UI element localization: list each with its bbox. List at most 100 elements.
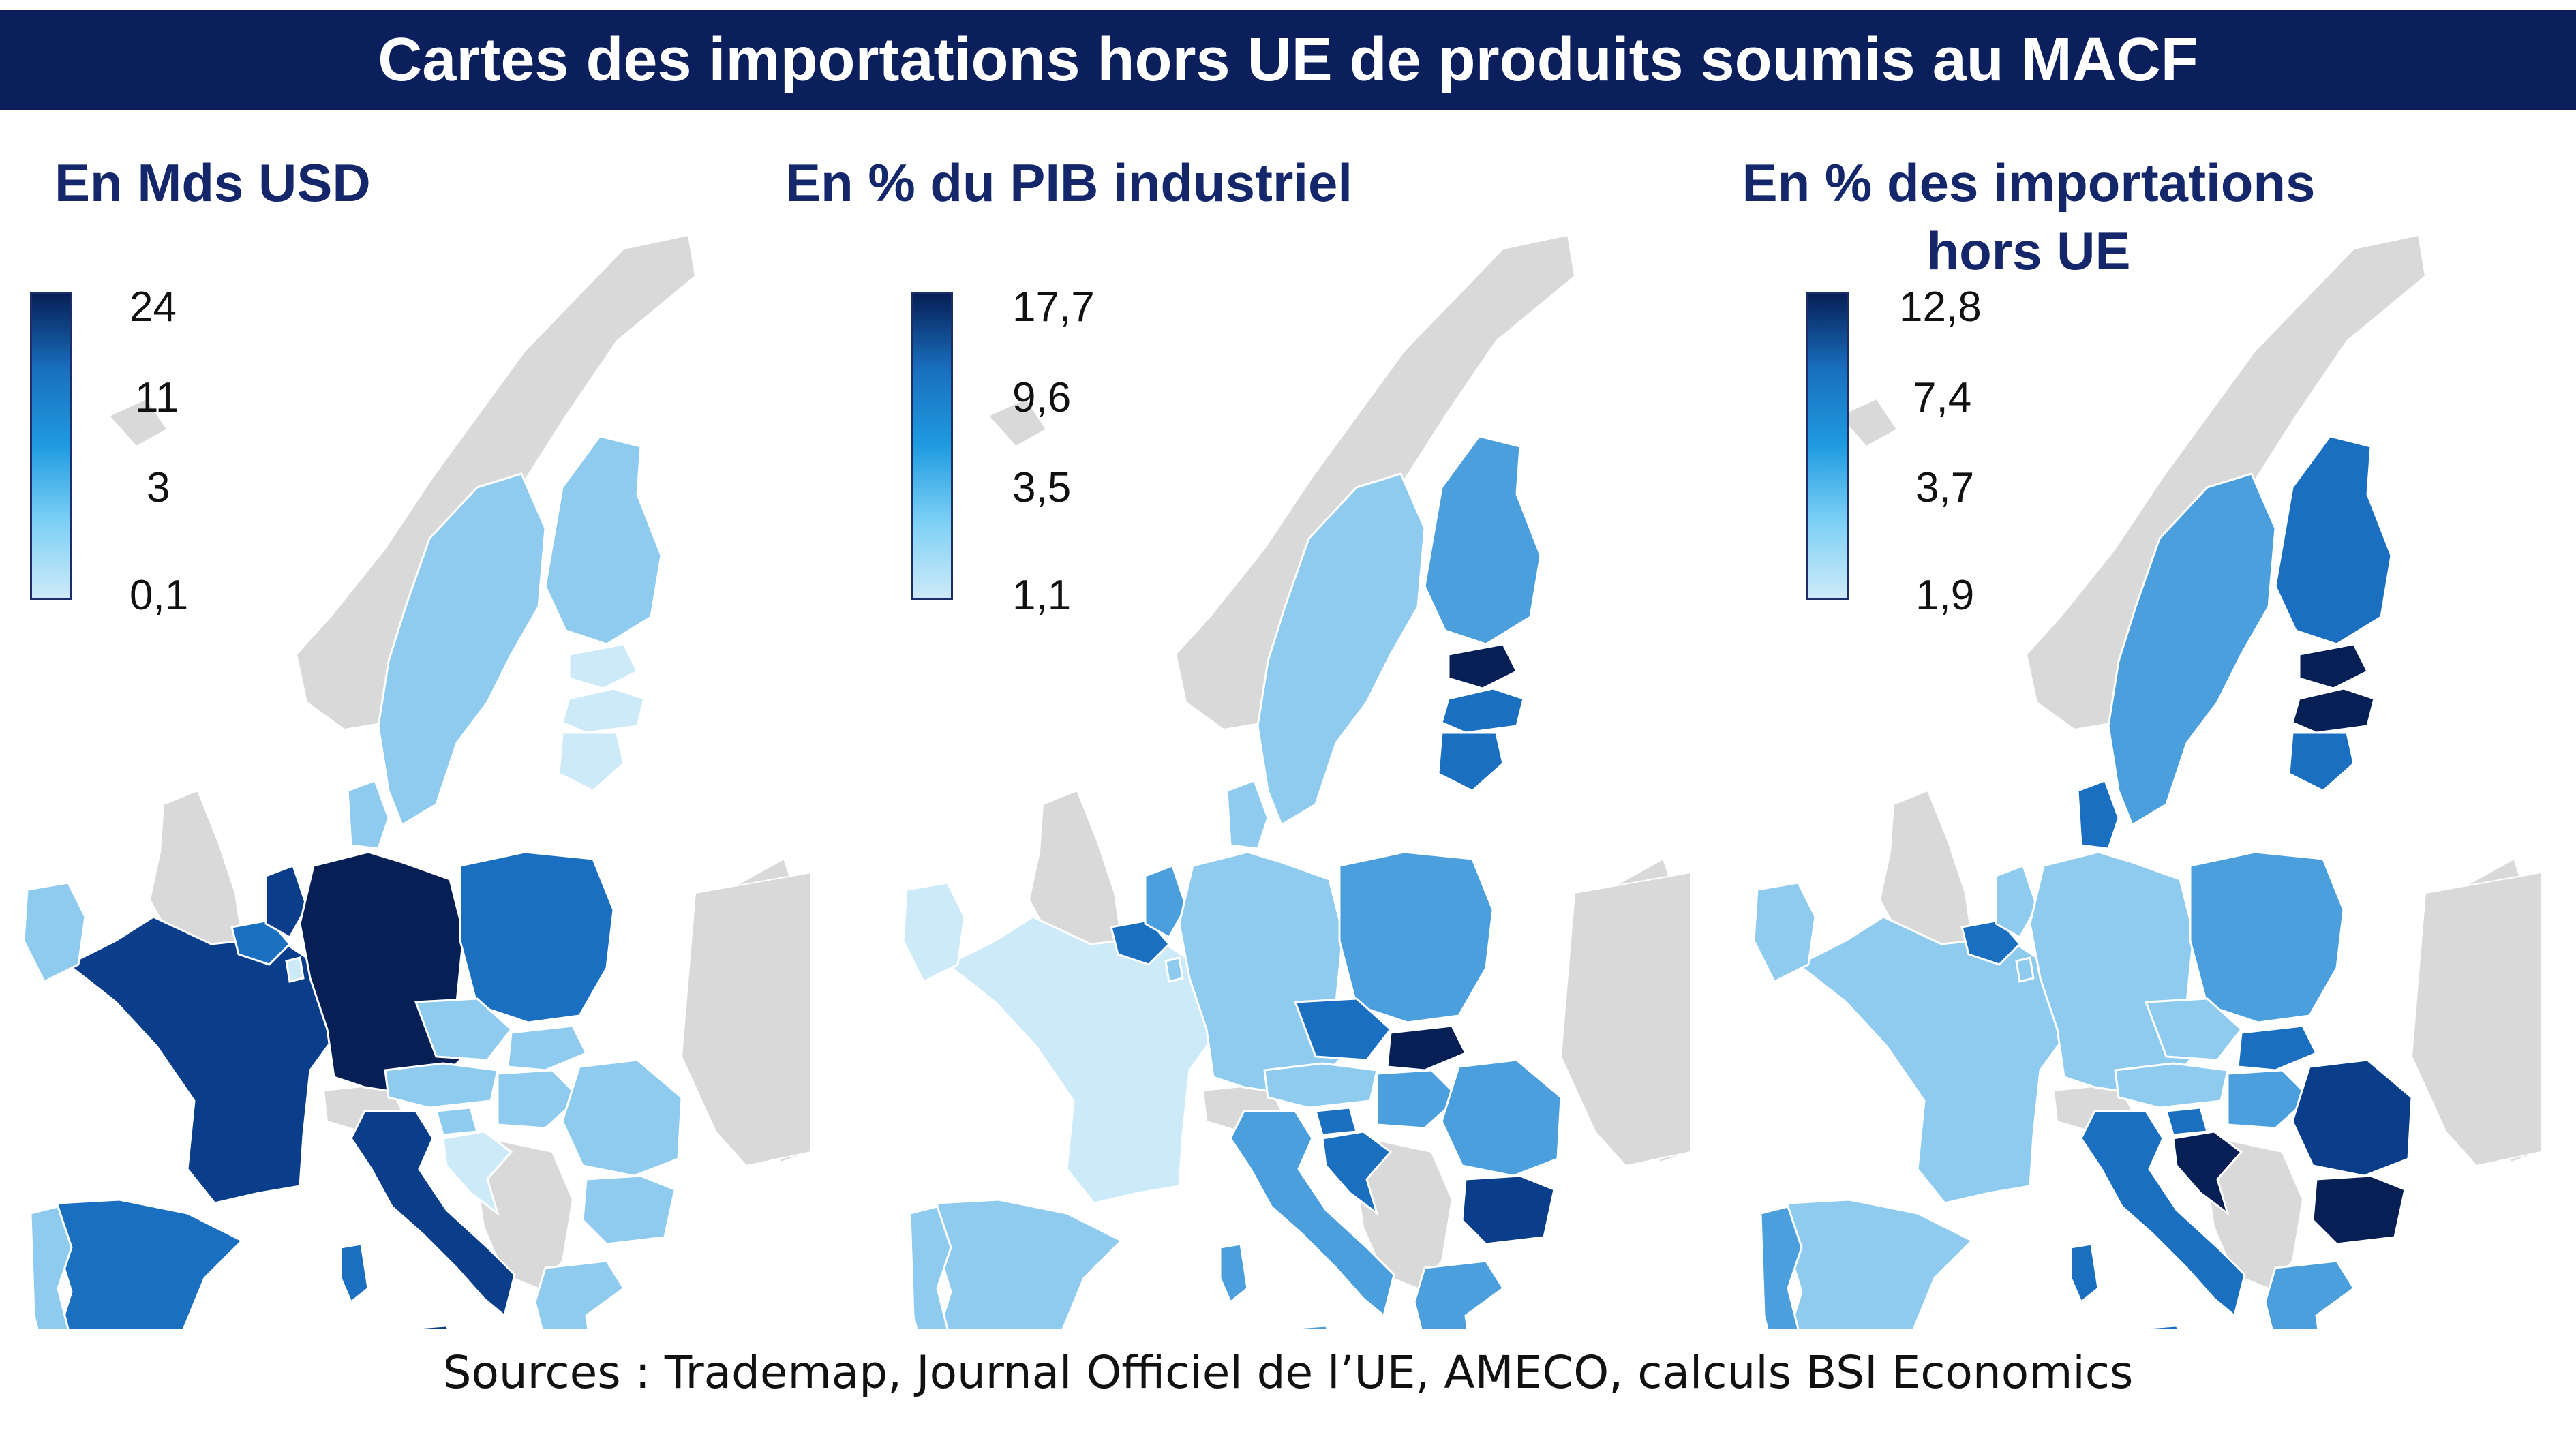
country-dk xyxy=(346,779,390,850)
country-it xyxy=(350,1110,516,1318)
country-lt xyxy=(558,731,625,792)
country-sk xyxy=(2237,1025,2318,1072)
country-bg xyxy=(581,1174,676,1245)
country-pt xyxy=(1759,1205,1803,1329)
country-at xyxy=(1263,1062,1378,1109)
country-hu xyxy=(496,1069,581,1129)
country-sic xyxy=(2126,1324,2180,1329)
country-pl xyxy=(459,851,615,1024)
country-se xyxy=(1256,472,1426,827)
country-cz xyxy=(2144,997,2243,1061)
country-si xyxy=(435,1106,479,1136)
title-banner: Cartes des importations hors UE de produ… xyxy=(0,10,2576,110)
country-hr xyxy=(2172,1130,2243,1216)
country-cz xyxy=(414,997,513,1061)
country-pl xyxy=(1338,851,1494,1024)
legend-tick-high: 9,6 xyxy=(1012,374,1072,421)
country-nl xyxy=(1144,864,1187,939)
country-se xyxy=(377,472,547,827)
country-it xyxy=(2080,1110,2246,1318)
non-eu-region-east xyxy=(680,871,812,1167)
country-bg xyxy=(1461,1174,1556,1245)
legend-tick-mid: 3 xyxy=(147,464,170,511)
non-eu-region-east xyxy=(1560,871,1691,1167)
country-hu xyxy=(1376,1069,1461,1129)
panel-heading: En % des importations hors UE xyxy=(1742,153,2316,281)
europe-map xyxy=(1753,234,2542,1329)
legend-tick-high: 11 xyxy=(135,374,179,421)
panel-heading: En Mds USD xyxy=(55,153,371,213)
country-lv xyxy=(2291,687,2376,734)
non-eu-region-ice xyxy=(108,397,168,448)
country-se xyxy=(2107,472,2277,827)
map-panel-importations-hors-ue: En % des importations hors UE 12,8 7,4 3… xyxy=(1737,116,2575,1329)
country-dk xyxy=(2076,779,2120,850)
country-at xyxy=(2114,1062,2229,1109)
country-hr xyxy=(442,1130,513,1216)
country-dk xyxy=(1226,779,1269,850)
country-be xyxy=(1110,919,1171,966)
legend-tick-min: 1,9 xyxy=(1915,572,1975,619)
country-sic xyxy=(396,1324,450,1329)
country-lv xyxy=(1440,687,1525,734)
country-be xyxy=(230,919,292,966)
country-cz xyxy=(1293,997,1393,1061)
country-ee xyxy=(1447,643,1519,690)
legend-tick-mid: 3,5 xyxy=(1012,464,1072,511)
non-eu-region-ice xyxy=(987,397,1048,448)
country-lu xyxy=(1164,956,1184,983)
country-es xyxy=(57,1198,244,1329)
country-lu xyxy=(285,956,305,983)
country-pt xyxy=(909,1205,952,1329)
non-eu-region-ice xyxy=(1838,397,1898,448)
map-panel-mds-usd: En Mds USD 24 11 3 0,1 xyxy=(7,116,845,1329)
sources-note: Sources : Trademap, Journal Officiel de … xyxy=(442,1346,2134,1399)
country-si xyxy=(1314,1106,1358,1136)
map-panel-pib-industriel: En % du PIB industriel 17,7 9,6 3,5 1,1 xyxy=(785,116,1725,1329)
legend-color-scale xyxy=(911,292,953,600)
country-gr xyxy=(534,1260,626,1329)
country-fi xyxy=(2274,435,2393,646)
non-eu-region-east xyxy=(2410,871,2542,1167)
country-lt xyxy=(2288,731,2355,792)
legend-tick-high: 7,4 xyxy=(1913,374,1972,421)
country-nl xyxy=(1995,864,2038,939)
country-pt xyxy=(29,1205,73,1329)
country-sk xyxy=(506,1025,588,1072)
country-hu xyxy=(2226,1069,2312,1129)
country-gr xyxy=(1413,1260,1505,1329)
legend-color-scale xyxy=(30,292,72,600)
country-sard xyxy=(2070,1243,2100,1304)
legend-tick-max: 24 xyxy=(130,284,177,331)
europe-map xyxy=(902,234,1691,1329)
country-bg xyxy=(2312,1174,2406,1245)
country-hr xyxy=(1321,1130,1393,1216)
country-ie xyxy=(1753,881,1817,984)
country-ee xyxy=(568,643,639,690)
country-fi xyxy=(1423,435,1542,646)
country-pl xyxy=(2189,851,2345,1024)
panel-heading: En % du PIB industriel xyxy=(785,153,1353,213)
country-ro xyxy=(2291,1059,2413,1177)
country-lt xyxy=(1437,731,1504,792)
country-sard xyxy=(339,1243,369,1304)
country-gr xyxy=(2264,1260,2356,1329)
legend-tick-min: 1,1 xyxy=(1012,572,1072,619)
country-si xyxy=(2165,1106,2209,1136)
legend-tick-mid: 3,7 xyxy=(1915,464,1975,511)
country-sard xyxy=(1219,1243,1249,1304)
europe-map xyxy=(22,234,812,1329)
country-ie xyxy=(22,881,87,984)
country-lu xyxy=(2015,956,2035,983)
country-sic xyxy=(1275,1324,1329,1329)
country-sk xyxy=(1386,1025,1468,1072)
legend-color-scale xyxy=(1806,292,1849,600)
country-lv xyxy=(561,687,646,734)
country-be xyxy=(1960,919,2022,966)
country-nl xyxy=(264,864,308,939)
page-title: Cartes des importations hors UE de produ… xyxy=(378,25,2198,94)
legend-tick-min: 0,1 xyxy=(130,572,189,619)
country-fi xyxy=(544,435,663,646)
country-es xyxy=(936,1198,1123,1329)
legend-tick-max: 12,8 xyxy=(1899,284,1982,331)
